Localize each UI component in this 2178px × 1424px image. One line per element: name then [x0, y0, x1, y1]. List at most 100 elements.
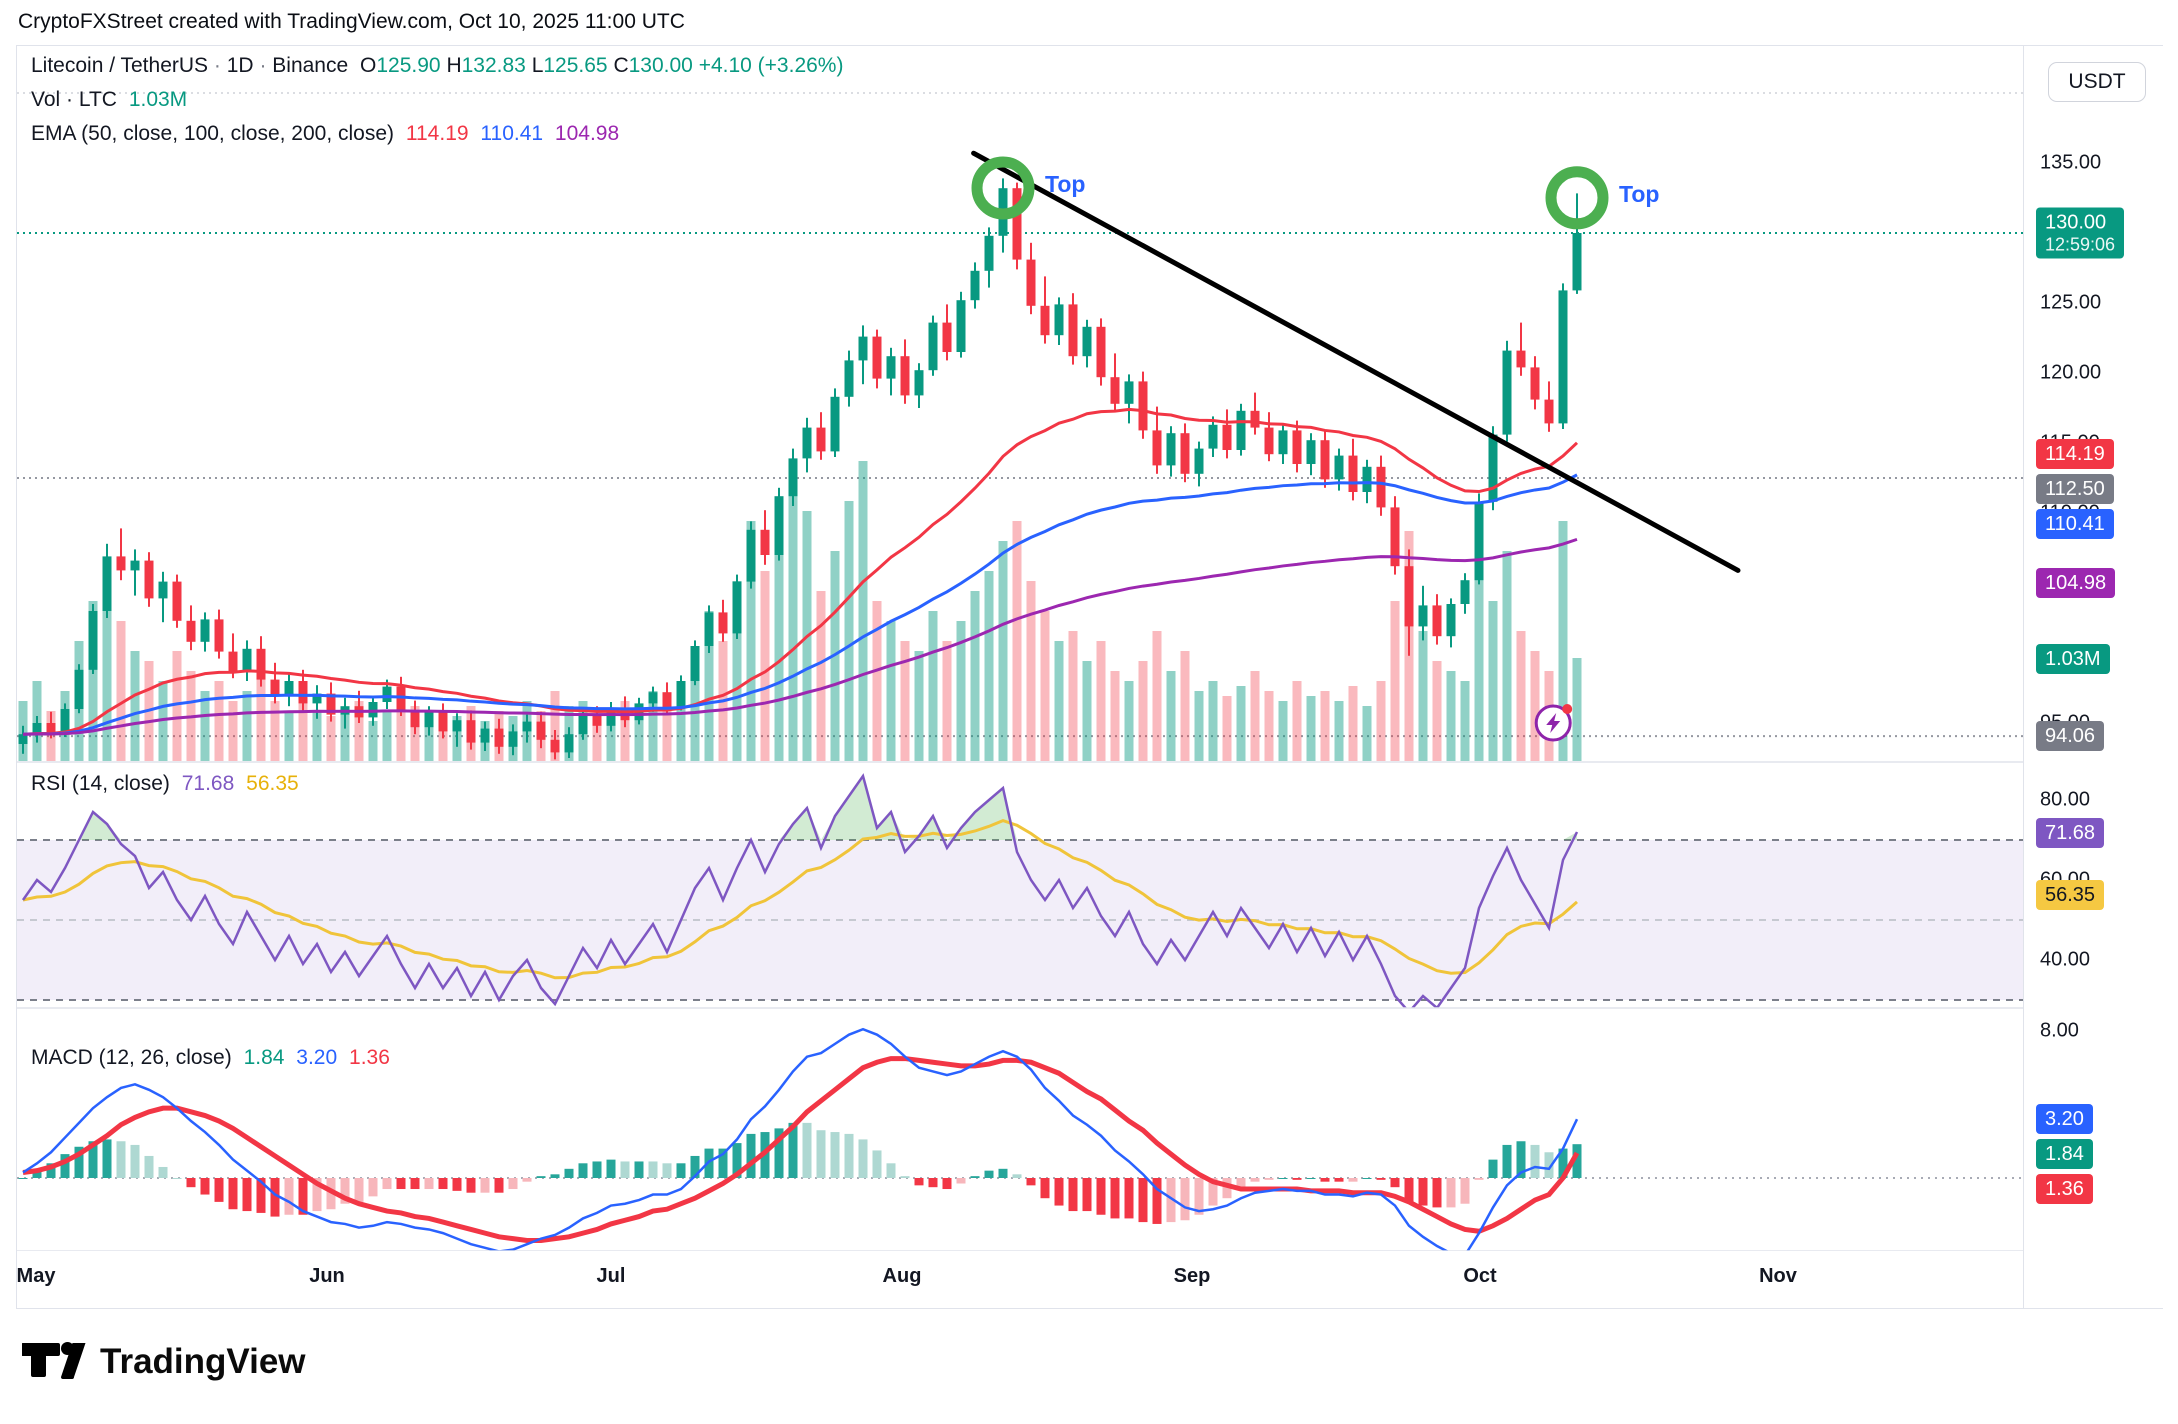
macd-histogram-bar [592, 1161, 602, 1178]
macd-histogram-bar [46, 1163, 56, 1178]
volume-bar [1012, 521, 1022, 761]
volume-bar [970, 591, 980, 761]
candle [256, 648, 266, 680]
tradingview-logo[interactable]: TradingView [22, 1340, 306, 1384]
macd-histogram-bar [998, 1168, 1008, 1178]
macd-histogram-bar [1278, 1178, 1288, 1179]
volume-bar [844, 501, 854, 761]
volume-bar [1208, 681, 1218, 761]
candle [1208, 424, 1218, 449]
macd-legend[interactable]: MACD (12, 26, close) 1.84 3.20 1.36 [31, 1046, 390, 1070]
candle [1404, 566, 1414, 627]
rsi-legend[interactable]: RSI (14, close) 71.68 56.35 [31, 772, 299, 796]
candle [522, 721, 532, 732]
macd-histogram-bar [60, 1154, 70, 1178]
volume-bar [1222, 696, 1232, 761]
month-label: Sep [1173, 1265, 1211, 1287]
top-annotation-label: Top [1045, 171, 1085, 197]
volume-bar [928, 611, 938, 761]
macd-histogram-bar [1418, 1178, 1428, 1206]
volume-bar [662, 701, 672, 761]
month-label: Aug [882, 1265, 922, 1287]
macd-histogram-bar [774, 1128, 784, 1178]
scale-tick-label: 40.00 [2040, 948, 2091, 971]
macd-histogram-bar [172, 1178, 182, 1179]
candle [284, 681, 294, 697]
volume-bar [1572, 658, 1582, 761]
macd-histogram-bar [1068, 1178, 1078, 1212]
macd-histogram-bar [438, 1178, 448, 1190]
candle [508, 731, 518, 747]
price-scale[interactable]: USDT 135.00125.00120.00115.00110.00105.0… [2023, 46, 2163, 1308]
price-scale-badge: 104.98 [2036, 568, 2116, 599]
volume-bar [1362, 706, 1372, 761]
volume-bar [1264, 691, 1274, 761]
volume-bar [858, 461, 868, 761]
macd-hist-value: 1.84 [243, 1046, 285, 1069]
candle [1474, 501, 1484, 581]
macd-histogram-bar [186, 1178, 196, 1188]
volume-bar [1474, 571, 1484, 761]
macd-histogram-bar [1306, 1178, 1316, 1179]
macd-histogram-bar [1544, 1152, 1554, 1178]
candle [1082, 326, 1092, 357]
macd-histogram-bar [1516, 1141, 1526, 1178]
candle [494, 728, 504, 747]
macd-histogram-bar [648, 1161, 658, 1178]
volume-bar [1250, 671, 1260, 761]
volume-bar [298, 691, 308, 761]
chart-plot-area[interactable]: Top Top [17, 46, 2162, 1308]
macd-histogram-bar [102, 1139, 112, 1178]
month-label: Oct [1463, 1265, 1497, 1287]
volume-bar [200, 691, 210, 761]
volume-bar [284, 711, 294, 761]
currency-toggle-button[interactable]: USDT [2048, 62, 2146, 102]
macd-histogram-bar [956, 1178, 966, 1184]
rsi-ma-value: 56.35 [246, 772, 299, 795]
ema-label: EMA (50, close, 100, close, 200, close) [31, 122, 395, 145]
volume-bar [1180, 651, 1190, 761]
candle [942, 322, 952, 352]
macd-histogram-bar [816, 1130, 826, 1178]
macd-histogram-bar [480, 1178, 490, 1193]
ema100-value: 110.41 [480, 122, 544, 145]
macd-histogram-bar [130, 1144, 140, 1178]
volume-bar [1418, 631, 1428, 761]
volume-bar [620, 701, 630, 761]
ema-legend[interactable]: EMA (50, close, 100, close, 200, close) … [31, 122, 619, 146]
macd-histogram-bar [634, 1161, 644, 1178]
candle [536, 721, 546, 740]
macd-signal-value: 1.36 [349, 1046, 390, 1069]
ema50-value: 114.19 [405, 122, 469, 145]
volume-bar [956, 621, 966, 761]
macd-histogram-bar [564, 1168, 574, 1178]
scale-tick-label: 120.00 [2040, 361, 2102, 384]
volume-bar [396, 696, 406, 761]
price-pane [18, 178, 1582, 761]
macd-histogram-bar [662, 1163, 672, 1178]
macd-histogram-bar [1124, 1178, 1134, 1219]
volume-bar [886, 621, 896, 761]
volume-bar [872, 601, 882, 761]
rsi-ma-line [22, 818, 1578, 980]
volume-bar [1390, 601, 1400, 761]
volume-bar [1236, 686, 1246, 761]
macd-histogram-bar [1292, 1178, 1302, 1180]
macd-histogram-bar [494, 1178, 504, 1193]
candle [704, 612, 714, 646]
rsi-pane [17, 773, 2023, 1008]
candle [1530, 367, 1540, 400]
candle [1306, 440, 1316, 464]
volume-bar [270, 701, 280, 761]
candle [1068, 304, 1078, 357]
candle [802, 427, 812, 459]
candle [88, 611, 98, 670]
symbol-legend[interactable]: Litecoin / TetherUS · 1D · Binance O125.… [31, 54, 843, 78]
macd-histogram-bar [1404, 1178, 1414, 1202]
time-scale[interactable]: May Jun Jul Aug Sep Oct Nov [17, 1251, 2023, 1308]
macd-histogram-bar [424, 1178, 434, 1190]
macd-histogram-bar [1446, 1178, 1456, 1208]
candle [1166, 433, 1176, 466]
volume-legend[interactable]: Vol · LTC 1.03M [31, 88, 187, 112]
month-label: May [16, 1265, 56, 1287]
